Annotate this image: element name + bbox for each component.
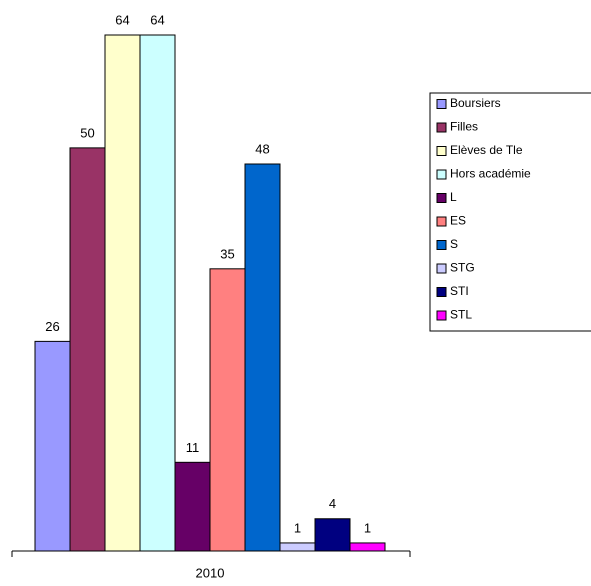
data-label: 11 <box>186 440 200 455</box>
data-label: 1 <box>294 520 301 535</box>
data-label: 64 <box>115 12 129 27</box>
bar <box>34 340 71 552</box>
data-label: 50 <box>80 125 94 140</box>
data-label: 1 <box>364 520 371 535</box>
bar <box>279 542 316 552</box>
bar <box>349 542 386 552</box>
legend-swatch <box>436 99 447 109</box>
legend-box <box>429 92 591 332</box>
legend-label: ES <box>450 214 466 228</box>
legend-swatch <box>436 263 447 274</box>
legend-label: Filles <box>450 120 478 134</box>
bar <box>139 34 176 552</box>
data-label: 26 <box>45 319 59 334</box>
bar <box>174 461 211 552</box>
legend-swatch <box>436 122 447 133</box>
bar <box>104 34 141 552</box>
bar <box>69 147 106 552</box>
legend-label: STL <box>450 308 472 322</box>
data-label: 4 <box>329 496 336 511</box>
data-label: 35 <box>220 246 234 261</box>
legend-label: Hors académie <box>450 167 531 181</box>
data-label: 64 <box>150 12 164 27</box>
legend-swatch <box>436 216 447 227</box>
legend-swatch <box>436 287 447 297</box>
legend-label: S <box>450 237 458 251</box>
bar <box>244 163 281 552</box>
legend-label: Elèves de Tle <box>450 143 523 157</box>
legend-swatch <box>436 193 447 203</box>
x-tick-label: 2010 <box>196 565 225 580</box>
legend-swatch <box>436 310 447 321</box>
legend-label: L <box>450 190 457 204</box>
legend-label: STG <box>450 261 475 275</box>
bar <box>314 518 351 552</box>
data-label: 48 <box>255 141 269 156</box>
legend-label: STI <box>450 284 469 298</box>
legend-swatch <box>436 240 447 250</box>
legend-label: Boursiers <box>450 96 501 110</box>
legend-swatch <box>436 146 447 156</box>
legend-swatch <box>436 169 447 180</box>
bar <box>209 268 246 552</box>
